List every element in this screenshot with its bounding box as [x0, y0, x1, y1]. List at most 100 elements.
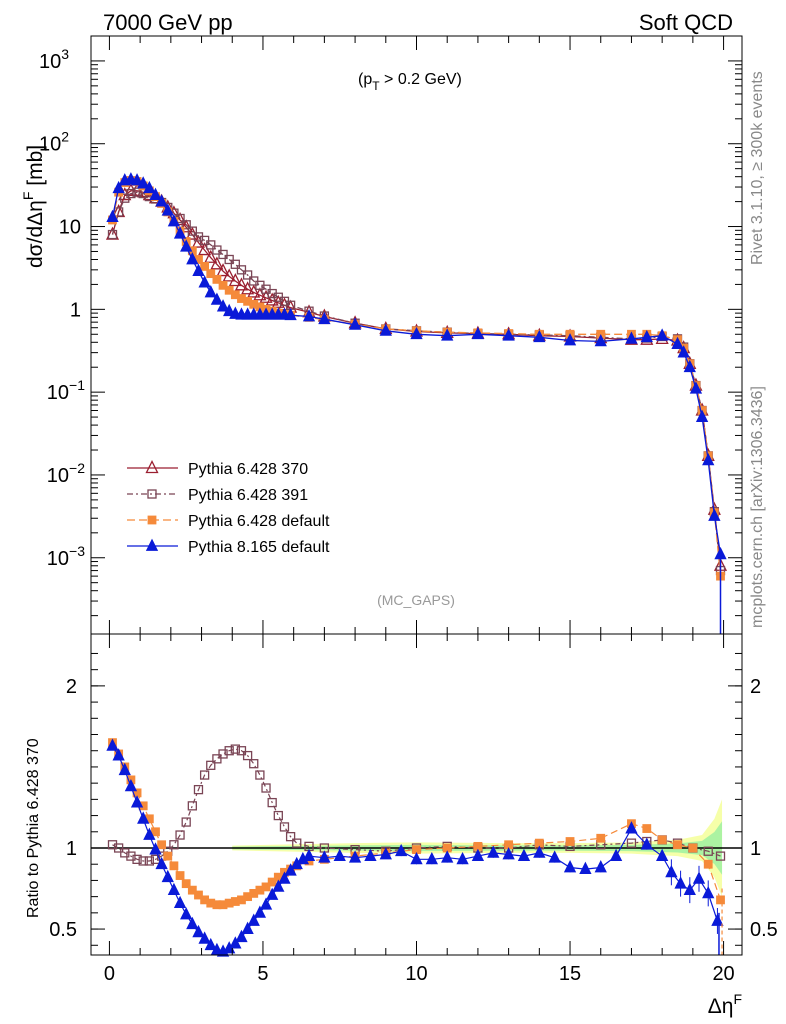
data-point: [113, 207, 124, 217]
ratio-point: [579, 861, 592, 874]
collision-label: 7000 GeV pp: [103, 10, 233, 35]
main-x-ticks: [108, 36, 725, 634]
ratio-frame: [90, 633, 743, 956]
data-point: [410, 326, 423, 340]
data-point: [210, 256, 224, 270]
ratio-point: [187, 801, 197, 811]
ratio-point: [711, 913, 724, 926]
ratio-point: [272, 879, 285, 892]
ratio-point: [565, 837, 575, 846]
data-point: [253, 287, 267, 301]
y-tick-exponent: −1: [69, 377, 85, 393]
ratio-point: [594, 860, 607, 873]
x-tick-label: 10: [405, 963, 427, 985]
ratio-point: [674, 876, 687, 889]
data-point: [247, 284, 261, 298]
data-point: [563, 333, 577, 346]
ratio-point: [259, 897, 273, 910]
ratio-point: [657, 835, 667, 845]
data-point: [625, 331, 638, 344]
legend: Pythia 6.428 370 Pythia 6.428 391 Pythia 6…: [127, 460, 330, 556]
ratio-point: [120, 848, 130, 858]
data-point: [348, 317, 362, 330]
data-point: [167, 214, 181, 227]
ratio-panel: 2 2 1 1 0.5 0.5 0 5 10 15 20 Ratio to Pythia 6.42…: [25, 633, 778, 1018]
ratio-y-tick-label-right: 0.5: [750, 919, 778, 941]
legend-marker: [147, 515, 157, 525]
x-label-superscript: F: [733, 991, 742, 1007]
ratio-point: [267, 877, 277, 887]
y-tick-label: 10−3: [47, 543, 85, 570]
data-point: [302, 309, 316, 322]
ratio-point: [169, 840, 179, 850]
ratio-point: [181, 817, 191, 827]
y-tick-label: 103: [39, 46, 69, 73]
ratio-point: [224, 746, 234, 756]
legend-item: Pythia 6.428 default: [127, 513, 330, 530]
data-point: [218, 280, 228, 290]
data-point: [186, 252, 199, 265]
ratio-y-axis-label: Ratio to Pythia 6.428 370: [25, 738, 42, 918]
ratio-point: [502, 847, 515, 860]
ratio-point: [236, 746, 247, 756]
ratio-point: [626, 838, 637, 848]
data-point: [677, 345, 690, 358]
data-point: [206, 269, 216, 279]
ratio-point: [456, 851, 469, 865]
ratio-point: [278, 871, 291, 884]
x-axis-label: ΔηF: [708, 991, 742, 1018]
cut-annotation-value: > 0.2 GeV): [380, 71, 462, 88]
ratio-point: [471, 848, 485, 862]
ratio-point: [318, 850, 331, 863]
data-point: [161, 203, 174, 216]
ratio-point: [235, 929, 248, 943]
data-point: [216, 263, 230, 277]
data-point: [640, 329, 653, 343]
ratio-point: [137, 811, 150, 824]
ratio-point: [425, 851, 439, 865]
ratio-point: [596, 833, 606, 843]
ratio-point: [107, 840, 118, 850]
legend-item: Pythia 8.165 default: [127, 538, 330, 556]
ratio-point: [255, 770, 265, 780]
data-point: [137, 176, 150, 189]
data-point: [192, 263, 205, 276]
data-point: [471, 326, 485, 340]
y-tick-label: 102: [39, 129, 69, 156]
data-point: [212, 274, 222, 284]
x-tick-label: 20: [712, 963, 734, 985]
ratio-point: [517, 848, 531, 862]
ratio-point: [625, 821, 638, 834]
data-point: [143, 180, 156, 194]
ratio-point: [716, 895, 725, 905]
ratio-point: [143, 827, 156, 840]
x-tick-label: 0: [104, 963, 115, 985]
data-point: [234, 277, 249, 291]
data-point: [224, 285, 234, 295]
ratio-point: [149, 842, 162, 855]
ratio-point: [563, 860, 577, 873]
data-point: [284, 307, 297, 321]
ratio-point: [187, 885, 197, 895]
ratio-point: [206, 760, 216, 770]
data-point: [441, 328, 454, 341]
ratio-y-tick-label: 0.5: [49, 919, 77, 941]
ratio-point: [285, 832, 296, 842]
data-point: [241, 281, 255, 295]
ratio-point: [656, 848, 669, 862]
y-tick-exponent: −3: [69, 543, 85, 559]
ratio-point: [106, 738, 119, 751]
data-point: [242, 270, 253, 280]
ratio-point: [186, 916, 199, 930]
y-label-main: dσ/dΔη: [24, 200, 47, 268]
ratio-point: [198, 931, 211, 944]
ratio-point: [242, 750, 253, 761]
data-point: [181, 220, 191, 230]
data-point: [206, 240, 216, 250]
ratio-point: [348, 850, 362, 863]
y-tick-base: 10: [47, 465, 69, 487]
ratio-point: [112, 748, 125, 761]
